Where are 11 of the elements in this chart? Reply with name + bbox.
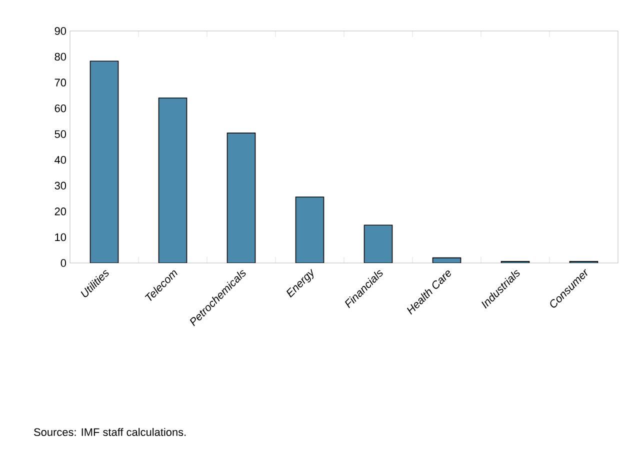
source-note: Sources: IMF staff calculations. [34, 428, 186, 436]
y-tick-label: 10 [55, 233, 66, 242]
y-tick-label: 50 [54, 130, 66, 138]
y-tick-label: 40 [54, 156, 66, 164]
y-tick-label: 20 [54, 208, 66, 216]
y-tick-label: 90 [54, 27, 66, 35]
y-tick-label: 60 [54, 104, 66, 112]
y-tick-label: 70 [54, 78, 66, 86]
y-tick-label: 30 [54, 182, 66, 190]
y-tick-label: 0 [60, 259, 66, 267]
y-tick-label: 80 [54, 52, 66, 61]
